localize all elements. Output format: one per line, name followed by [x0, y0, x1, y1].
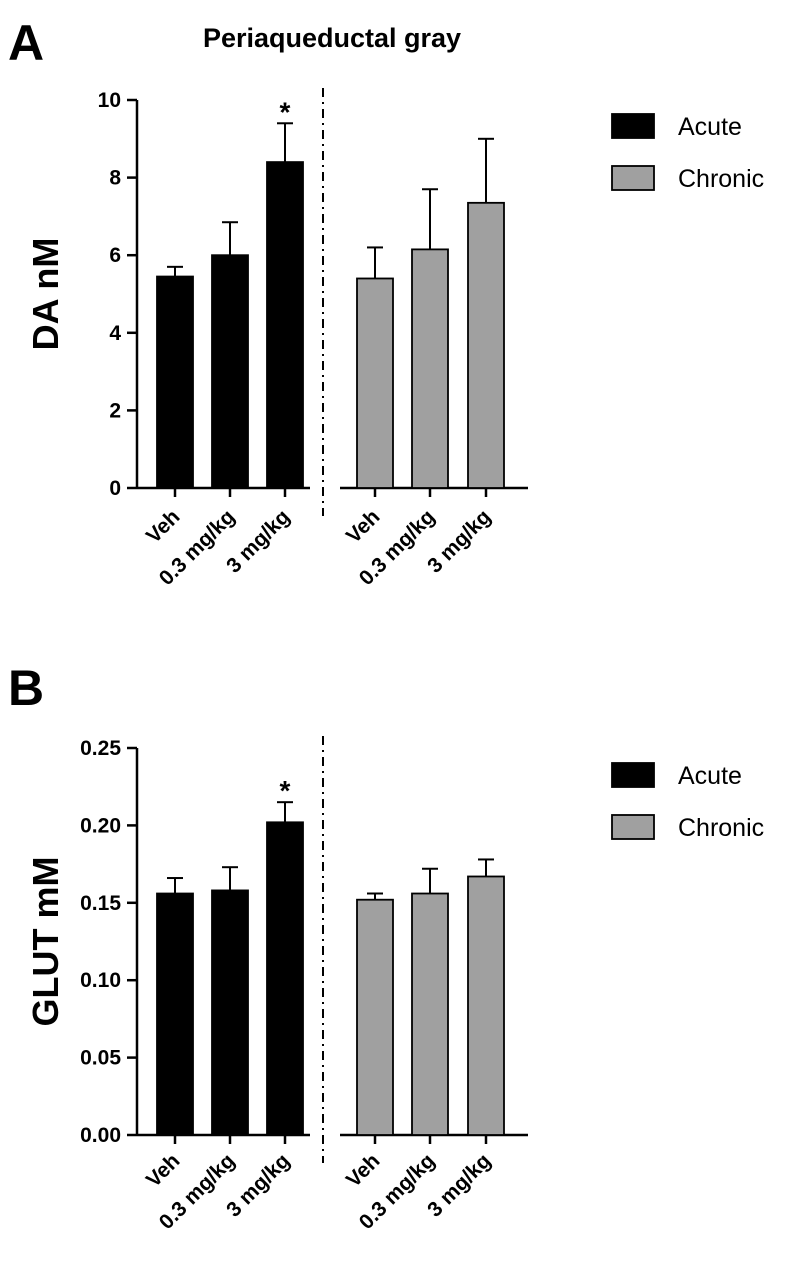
y-tick-label: 10: [98, 89, 121, 112]
y-tick-label: 0.00: [80, 1124, 121, 1147]
y-tick-label: 6: [109, 244, 121, 267]
significance-star: *: [280, 96, 291, 127]
bar-acute: [211, 254, 249, 489]
bar-acute: [156, 892, 194, 1136]
x-tick-label: Veh: [142, 505, 185, 548]
bar-chronic: [356, 277, 394, 489]
legend-label-chronic: Chronic: [678, 165, 764, 193]
legend-label-acute: Acute: [678, 762, 742, 790]
x-tick-label: Veh: [142, 1149, 185, 1192]
legend-swatch-chronic: [611, 165, 655, 191]
legend-swatch-chronic: [611, 814, 655, 840]
bar-acute: [156, 275, 194, 489]
y-axis-label: DA nM: [25, 238, 66, 351]
x-tick-label: Veh: [342, 505, 385, 548]
y-tick-label: 8: [109, 167, 121, 190]
x-tick-label: Veh: [342, 1149, 385, 1192]
panel-letter: A: [8, 15, 44, 71]
y-tick-label: 0.20: [80, 814, 121, 837]
bar-chronic: [411, 892, 449, 1136]
y-tick-label: 0.10: [80, 969, 121, 992]
y-tick-label: 4: [109, 322, 121, 345]
y-tick-label: 0.15: [80, 892, 121, 915]
legend-label-acute: Acute: [678, 113, 742, 141]
y-tick-label: 2: [109, 399, 121, 422]
y-tick-label: 0: [109, 477, 121, 500]
bar-acute: [266, 821, 304, 1136]
bar-chronic: [467, 875, 505, 1136]
bar-chronic: [467, 201, 505, 489]
figure-title: Periaqueductal gray: [203, 23, 461, 53]
significance-star: *: [280, 775, 291, 806]
legend-label-chronic: Chronic: [678, 814, 764, 842]
panel-letter: B: [8, 660, 44, 716]
legend-swatch-acute: [611, 113, 655, 139]
bar-acute: [211, 889, 249, 1136]
legend-swatch-acute: [611, 762, 655, 788]
bar-chronic: [411, 248, 449, 489]
y-tick-label: 0.05: [80, 1047, 121, 1070]
y-tick-label: 0.25: [80, 737, 121, 760]
bar-chronic: [356, 898, 394, 1136]
y-axis-label: GLUT mM: [25, 857, 66, 1027]
bar-acute: [266, 161, 304, 489]
